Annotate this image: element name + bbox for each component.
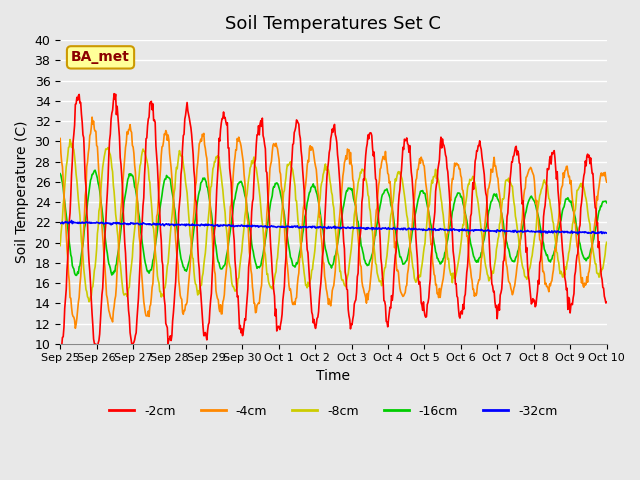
Y-axis label: Soil Temperature (C): Soil Temperature (C) bbox=[15, 120, 29, 263]
X-axis label: Time: Time bbox=[316, 369, 350, 383]
Title: Soil Temperatures Set C: Soil Temperatures Set C bbox=[225, 15, 442, 33]
Text: BA_met: BA_met bbox=[71, 50, 130, 64]
Legend: -2cm, -4cm, -8cm, -16cm, -32cm: -2cm, -4cm, -8cm, -16cm, -32cm bbox=[104, 399, 563, 422]
